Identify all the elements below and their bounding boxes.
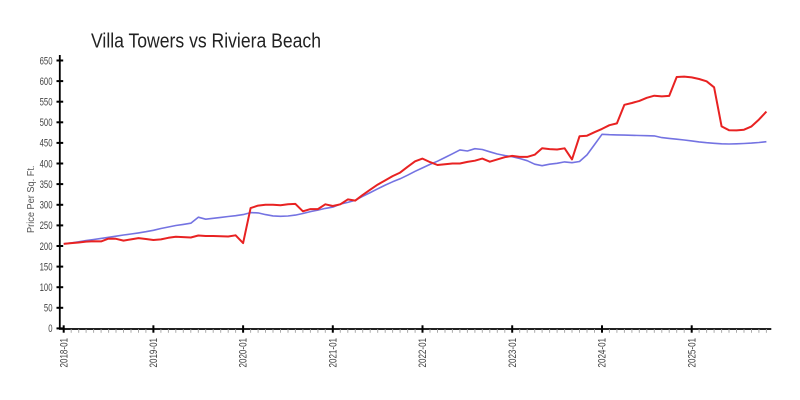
svg-text:650: 650 xyxy=(40,55,53,67)
svg-text:2025-01: 2025-01 xyxy=(686,338,698,368)
svg-text:50: 50 xyxy=(44,303,53,315)
svg-text:2024-01: 2024-01 xyxy=(597,338,609,368)
svg-text:500: 500 xyxy=(40,117,53,129)
svg-text:2020-01: 2020-01 xyxy=(238,338,250,368)
svg-text:2019-01: 2019-01 xyxy=(148,338,160,368)
svg-text:600: 600 xyxy=(40,76,53,88)
svg-text:200: 200 xyxy=(40,241,53,253)
svg-text:550: 550 xyxy=(40,97,53,109)
svg-text:300: 300 xyxy=(40,200,53,212)
svg-text:2021-01: 2021-01 xyxy=(327,338,339,368)
svg-text:2018-01: 2018-01 xyxy=(58,338,70,368)
svg-text:450: 450 xyxy=(40,138,53,150)
svg-text:2023-01: 2023-01 xyxy=(507,338,519,368)
svg-text:2022-01: 2022-01 xyxy=(417,338,429,368)
svg-text:Price Per Sq. Ft.: Price Per Sq. Ft. xyxy=(25,166,37,234)
svg-text:400: 400 xyxy=(40,158,53,170)
svg-text:100: 100 xyxy=(40,282,53,294)
svg-text:Villa Towers vs Riviera Beach: Villa Towers vs Riviera Beach xyxy=(91,31,321,53)
svg-text:0: 0 xyxy=(48,323,52,335)
svg-text:150: 150 xyxy=(40,261,53,273)
svg-text:250: 250 xyxy=(40,220,53,232)
svg-text:350: 350 xyxy=(40,179,53,191)
